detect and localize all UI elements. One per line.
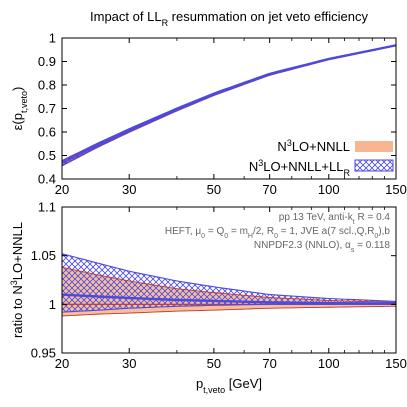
top-ytick-label-3: 0.7: [38, 101, 56, 116]
legend-swatch-1: [355, 141, 393, 152]
top-xtick-label-3: 70: [262, 182, 276, 197]
top-ytick-label-6: 1: [49, 31, 56, 46]
bottom-xtick-label-2: 50: [207, 356, 221, 371]
bottom-ytick-label-1: 1: [49, 297, 56, 312]
top-xtick-label-2: 50: [207, 182, 221, 197]
x-axis-label: pt,veto [GeV]: [196, 376, 262, 395]
bottom-frame: [61, 206, 397, 354]
bottom-ytick-label-0: 0.95: [31, 346, 56, 361]
bottom-xtick-label-3: 70: [262, 356, 276, 371]
top-y-axis-label: ε(pt,veto): [10, 87, 29, 131]
top-xtick-label-5: 150: [385, 182, 407, 197]
annotation-line-3: NNPDF2.3 (NNLO), αs = 0.118: [254, 240, 391, 254]
bottom-ytick-label-2: 1.05: [31, 248, 56, 263]
annotation-line-1: pp 13 TeV, anti-kt R = 0.4: [279, 212, 391, 226]
bottom-lower-edge-1: [61, 305, 397, 317]
top-ytick-label-0: 0.4: [38, 172, 56, 187]
bottom-center-line: [61, 293, 397, 305]
bottom-ytick-label-3: 1.1: [38, 200, 56, 215]
top-xtick-label-0: 20: [55, 182, 69, 197]
annotation-line-2: HEFT, μ0 = Q0 = mH/2, R0 = 1, JVE a(7 sc…: [165, 226, 391, 240]
bottom-xtick-label-4: 100: [318, 356, 340, 371]
top-ytick-label-5: 0.9: [38, 54, 56, 69]
top-ytick-label-1: 0.5: [38, 148, 56, 163]
top-center-line: [61, 44, 397, 164]
legend-swatch-2: [354, 159, 394, 172]
chart-title: Impact of LLR resummation on jet veto ef…: [90, 9, 368, 28]
top-ytick-label-4: 0.8: [38, 78, 56, 93]
bottom-xtick-label-1: 30: [122, 356, 136, 371]
legend-label-1: N3LO+NNLL: [277, 138, 350, 154]
top-xtick-label-4: 100: [318, 182, 340, 197]
bottom-upper-edge-1: [61, 266, 397, 303]
bottom-xtick-label-5: 150: [385, 356, 407, 371]
bottom-upper-edge-2: [61, 253, 397, 302]
bottom-xtick-label-0: 20: [55, 356, 69, 371]
bottom-y-axis-label: ratio to N3LO+NNLL: [9, 222, 25, 338]
top-frame: [61, 37, 397, 180]
top-xtick-label-1: 30: [122, 182, 136, 197]
top-ytick-label-2: 0.6: [38, 125, 56, 140]
legend-label-2: N3LO+NNLL+LLR: [249, 158, 351, 178]
